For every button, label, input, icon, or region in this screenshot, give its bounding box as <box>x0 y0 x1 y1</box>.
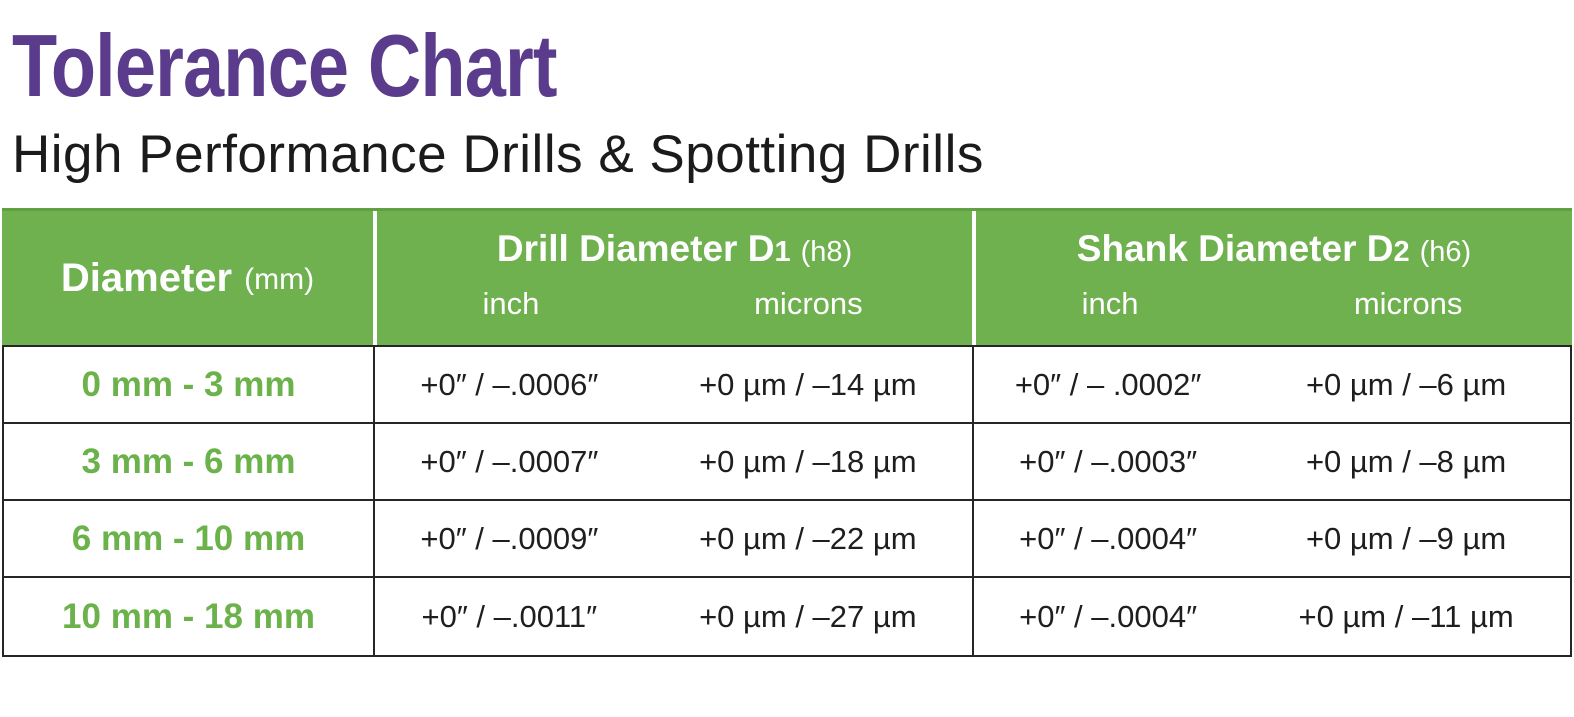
shank-microns-value: +0 µm / –11 µm <box>1298 598 1514 634</box>
diameter-header-label: Diameter <box>60 255 233 300</box>
shank-group-name: Shank Diameter D <box>1076 228 1394 269</box>
table-row: 6 mm - 10 mm +0″ / –.0009″ +0 µm / –22 µ… <box>4 501 1570 578</box>
shank-group-fit: (h6) <box>1419 236 1472 268</box>
shank-inch-value: +0″ / – .0002″ <box>1014 366 1202 402</box>
shank-values-cell: +0″ / –.0004″ +0 µm / –11 µm <box>972 578 1570 655</box>
drill-microns-subheader: microns <box>754 286 863 321</box>
diameter-cell: 0 mm - 3 mm <box>81 364 296 404</box>
diameter-cell: 10 mm - 18 mm <box>62 596 315 636</box>
diameter-column-header: Diameter (mm) <box>2 211 373 345</box>
drill-diameter-group-header: Drill Diameter D1 (h8) inch microns <box>373 211 972 345</box>
shank-inch-value: +0″ / –.0004″ <box>1019 598 1198 634</box>
shank-inch-value: +0″ / –.0004″ <box>1019 520 1198 556</box>
shank-microns-value: +0 µm / –8 µm <box>1305 443 1507 479</box>
drill-diameter-group-title: Drill Diameter D1 (h8) <box>377 228 972 270</box>
drill-values-cell: +0″ / –.0011″ +0 µm / –27 µm <box>373 578 972 655</box>
shank-microns-value: +0 µm / –6 µm <box>1305 366 1507 402</box>
drill-values-cell: +0″ / –.0007″ +0 µm / –18 µm <box>373 424 972 499</box>
table-row: 10 mm - 18 mm +0″ / –.0011″ +0 µm / –27 … <box>4 578 1570 655</box>
shank-microns-subheader: microns <box>1353 286 1463 321</box>
drill-inch-value: +0″ / –.0011″ <box>421 598 598 634</box>
drill-inch-subheader: inch <box>482 286 540 321</box>
shank-diameter-group-title: Shank Diameter D2 (h6) <box>976 228 1572 270</box>
shank-microns-value: +0 µm / –9 µm <box>1305 520 1507 556</box>
header-block: Tolerance Chart High Performance Drills … <box>12 22 984 184</box>
drill-subheader-row: inch microns <box>377 286 972 322</box>
drill-microns-value: +0 µm / –14 µm <box>699 366 917 402</box>
drill-microns-value: +0 µm / –22 µm <box>699 520 917 556</box>
page-subtitle: High Performance Drills & Spotting Drill… <box>12 125 984 184</box>
page-title: Tolerance Chart <box>12 16 558 115</box>
table-row: 3 mm - 6 mm +0″ / –.0007″ +0 µm / –18 µm… <box>4 424 1570 501</box>
drill-inch-value: +0″ / –.0007″ <box>420 443 599 479</box>
drill-values-cell: +0″ / –.0009″ +0 µm / –22 µm <box>373 501 972 576</box>
drill-group-name: Drill Diameter D <box>496 228 775 269</box>
drill-microns-value: +0 µm / –18 µm <box>699 443 917 479</box>
drill-group-digit: 1 <box>774 236 791 268</box>
shank-values-cell: +0″ / –.0003″ +0 µm / –8 µm <box>972 424 1570 499</box>
tolerance-table: Diameter (mm) Drill Diameter D1 (h8) inch… <box>2 208 1572 657</box>
shank-inch-subheader: inch <box>1081 286 1139 321</box>
shank-subheader-row: inch microns <box>976 286 1572 322</box>
diameter-header-unit: (mm) <box>244 263 315 296</box>
drill-values-cell: +0″ / –.0006″ +0 µm / –14 µm <box>373 347 972 422</box>
shank-diameter-group-header: Shank Diameter D2 (h6) inch microns <box>972 211 1572 345</box>
shank-inch-value: +0″ / –.0003″ <box>1019 443 1198 479</box>
drill-inch-value: +0″ / –.0009″ <box>420 520 599 556</box>
table-body: 0 mm - 3 mm +0″ / –.0006″ +0 µm / –14 µm… <box>2 345 1572 657</box>
drill-group-fit: (h8) <box>800 236 853 268</box>
drill-inch-value: +0″ / –.0006″ <box>420 366 599 402</box>
diameter-cell: 3 mm - 6 mm <box>81 441 296 481</box>
shank-values-cell: +0″ / –.0004″ +0 µm / –9 µm <box>972 501 1570 576</box>
table-row: 0 mm - 3 mm +0″ / –.0006″ +0 µm / –14 µm… <box>4 347 1570 424</box>
drill-microns-value: +0 µm / –27 µm <box>699 598 917 634</box>
shank-values-cell: +0″ / – .0002″ +0 µm / –6 µm <box>972 347 1570 422</box>
diameter-cell: 6 mm - 10 mm <box>71 518 306 558</box>
shank-group-digit: 2 <box>1393 236 1410 268</box>
table-header-row: Diameter (mm) Drill Diameter D1 (h8) inch… <box>2 208 1572 345</box>
